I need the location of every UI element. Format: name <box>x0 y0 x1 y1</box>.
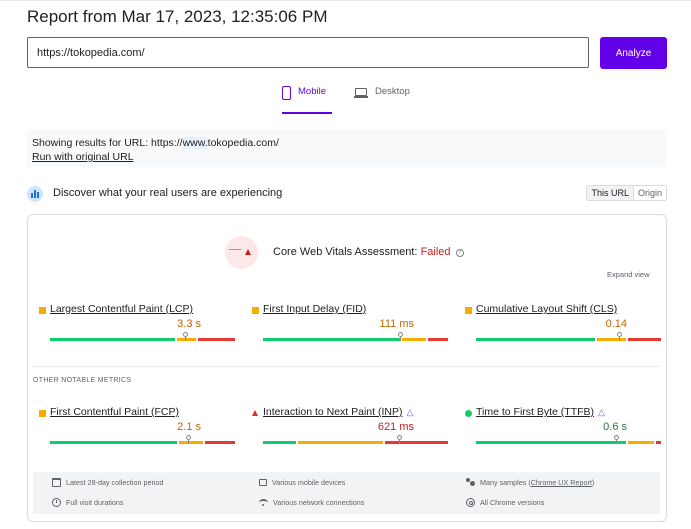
needs-improvement-icon <box>252 307 259 314</box>
distribution-bar <box>263 332 448 341</box>
people-icon <box>466 478 475 487</box>
metric-name[interactable]: Time to First Byte (TTFB) △ <box>476 406 605 418</box>
laptop-icon <box>354 88 368 98</box>
wifi-icon <box>259 499 268 506</box>
run-original-url-link[interactable]: Run with original URL <box>32 151 134 163</box>
discover-header: Discover what your real users are experi… <box>27 185 667 203</box>
toggle-origin[interactable]: Origin <box>637 188 662 198</box>
metric-fcp: First Contentful Paint (FCP) 2.1 s <box>39 406 235 452</box>
metric-lcp: Largest Contentful Paint (LCP) 3.3 s <box>39 303 235 349</box>
metric-name[interactable]: Interaction to Next Paint (INP) △ <box>263 406 414 418</box>
metric-name[interactable]: Cumulative Layout Shift (CLS) <box>476 303 618 315</box>
distribution-bar <box>263 435 448 444</box>
collection-period-item: Latest 28-day collection period <box>52 478 164 487</box>
section-divider <box>33 366 660 367</box>
metric-inp: Interaction to Next Paint (INP) △ 621 ms <box>252 406 448 452</box>
field-data-icon <box>27 186 43 202</box>
url-info-box: Showing results for URL: https://www.tok… <box>27 130 667 167</box>
tab-mobile[interactable]: Mobile <box>282 86 332 114</box>
assessment-status: Failed <box>420 246 451 258</box>
distribution-bar <box>50 332 235 341</box>
metric-value: 621 ms <box>377 421 414 433</box>
metric-value: 0.6 s <box>603 421 627 433</box>
field-data-card: ⁀⁀⁀ Core Web Vitals Assessment: Failed? … <box>27 214 667 522</box>
poor-icon <box>252 410 258 416</box>
metric-fid: First Input Delay (FID) 111 ms <box>252 303 448 349</box>
devices-icon <box>259 479 267 486</box>
other-metrics-heading: OTHER NOTABLE METRICS <box>33 377 132 384</box>
tab-mobile-label: Mobile <box>298 86 326 97</box>
distribution-bar <box>50 435 235 444</box>
url-input[interactable] <box>27 37 589 68</box>
samples-item: Many samples (Chrome UX Report) <box>466 478 594 487</box>
phone-icon <box>282 86 291 100</box>
top-divider <box>0 0 691 1</box>
metric-value: 3.3 s <box>177 318 201 330</box>
tab-desktop-label: Desktop <box>375 86 410 97</box>
metric-value: 2.1 s <box>177 421 201 433</box>
clock-icon <box>52 498 61 507</box>
browsers-item: All Chrome versions <box>466 498 544 507</box>
data-source-footer: Latest 28-day collection period Various … <box>33 472 660 514</box>
analyze-button[interactable]: Analyze <box>600 37 667 69</box>
failed-assessment-icon: ⁀⁀⁀ <box>225 236 258 269</box>
chrome-ux-report-link[interactable]: Chrome UX Report <box>530 478 592 487</box>
metric-value: 111 ms <box>379 318 414 330</box>
good-icon <box>465 410 472 417</box>
needs-improvement-icon <box>39 410 46 417</box>
distribution-bar <box>476 435 661 444</box>
metric-value: 0.14 <box>605 318 627 330</box>
chrome-icon <box>466 498 475 507</box>
devices-item: Various mobile devices <box>259 478 345 487</box>
expand-view-link[interactable]: Expand view <box>607 270 650 279</box>
discover-heading: Discover what your real users are experi… <box>53 187 283 199</box>
metric-name[interactable]: First Input Delay (FID) <box>263 303 367 315</box>
network-item: Various network connections <box>259 498 364 507</box>
report-title: Report from Mar 17, 2023, 12:35:06 PM <box>27 7 328 26</box>
durations-item: Full visit durations <box>52 498 124 507</box>
needs-improvement-icon <box>465 307 472 314</box>
metric-name[interactable]: Largest Contentful Paint (LCP) <box>50 303 193 315</box>
toggle-this-url[interactable]: This URL <box>587 186 634 200</box>
flask-icon: △ <box>598 407 605 417</box>
flask-icon: △ <box>406 407 414 417</box>
distribution-bar <box>476 332 661 341</box>
needs-improvement-icon <box>39 307 46 314</box>
url-origin-toggle: This URL Origin <box>586 185 667 201</box>
cwv-assessment: Core Web Vitals Assessment: Failed? <box>273 246 464 258</box>
tab-desktop[interactable]: Desktop <box>354 87 410 114</box>
help-icon[interactable]: ? <box>455 249 464 257</box>
url-info-text: Showing results for URL: https://www.tok… <box>32 137 279 149</box>
metric-cls: Cumulative Layout Shift (CLS) 0.14 <box>465 303 661 349</box>
metric-name[interactable]: First Contentful Paint (FCP) <box>50 406 179 418</box>
calendar-icon <box>52 478 61 487</box>
metric-ttfb: Time to First Byte (TTFB) △ 0.6 s <box>465 406 661 452</box>
